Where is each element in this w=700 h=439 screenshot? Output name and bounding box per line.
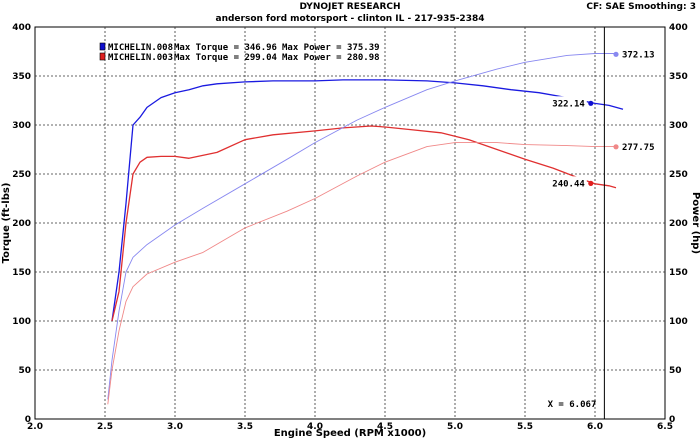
legend-power-003: Max Power = 280.98 — [282, 53, 380, 63]
annotation-backdrop — [621, 47, 659, 59]
x-tick-label: 4.5 — [377, 422, 393, 432]
series-lines — [107, 53, 624, 405]
x-tick-label: 5.5 — [517, 422, 533, 432]
x-axis-ticks: 2.0 2.5 3.0 3.5 4.0 4.5 5.0 5.5 6.0 6.5 — [27, 422, 673, 432]
right-tick-label: 400 — [669, 23, 688, 33]
right-tick-label: 100 — [669, 317, 688, 327]
chart-title: DYNOJET RESEARCH — [299, 2, 400, 12]
legend-torque-003: Max Torque = 299.04 — [174, 53, 278, 63]
legend: MICHELIN.008 Max Torque = 346.96 Max Pow… — [99, 42, 380, 63]
annotation-backdrop — [548, 96, 587, 108]
annotation-marker — [613, 51, 619, 57]
legend-swatch-008 — [99, 42, 106, 51]
series-line-michelin-008-power — [107, 53, 616, 400]
left-tick-label: 350 — [12, 72, 31, 82]
series-line-michelin-008-torque — [111, 79, 624, 322]
x-tick-label: 2.5 — [97, 422, 113, 432]
x-tick-label: 5.0 — [447, 422, 463, 432]
legend-power-008: Max Power = 375.39 — [282, 43, 380, 53]
correction-settings: CF: SAE Smoothing: 3 — [586, 2, 696, 12]
left-tick-label: 0 — [25, 415, 31, 425]
x-tick-label: 6.5 — [657, 422, 673, 432]
series-line-michelin-003-torque — [111, 125, 617, 322]
grid-lines — [35, 27, 665, 419]
left-tick-label: 400 — [12, 23, 31, 33]
x-tick-label: 3.0 — [167, 422, 183, 432]
right-tick-label: 50 — [669, 366, 682, 376]
legend-name-003: MICHELIN.003 — [108, 53, 173, 63]
right-tick-label: 250 — [669, 170, 688, 180]
right-axis-label: Power (hp) — [690, 192, 700, 254]
right-axis-ticks: 0 50 100 150 200 250 300 350 400 — [669, 23, 688, 425]
annotation-marker — [613, 144, 619, 150]
x-tick-label: 4.0 — [307, 422, 323, 432]
right-tick-label: 150 — [669, 268, 688, 278]
annotation-backdrop — [548, 176, 587, 188]
legend-swatch-003 — [99, 52, 106, 61]
annotation-marker — [588, 180, 594, 186]
legend-torque-008: Max Torque = 346.96 — [174, 43, 277, 53]
annotation-label: 277.75 — [622, 143, 655, 153]
plot-area — [34, 26, 666, 420]
right-tick-label: 0 — [669, 415, 675, 425]
x-tick-label: 6.0 — [587, 422, 603, 432]
annotation-marker — [588, 100, 594, 106]
x-tick-label: 2.0 — [27, 422, 43, 432]
annotation-label: 322.14 — [552, 99, 585, 109]
left-axis-ticks: 0 50 100 150 200 250 300 350 400 — [12, 23, 31, 425]
right-tick-label: 350 — [669, 72, 688, 82]
left-tick-label: 300 — [12, 121, 31, 131]
series-line-michelin-003-power — [107, 142, 616, 405]
value-annotations: 372.13 322.14 277.75 240.44 — [548, 47, 659, 189]
right-tick-label: 200 — [669, 219, 688, 229]
annotation-label: 372.13 — [622, 50, 655, 60]
annotation-label: 240.44 — [552, 179, 585, 189]
cursor-label: X = 6.067 — [548, 400, 597, 410]
left-tick-label: 100 — [12, 317, 31, 327]
legend-name-008: MICHELIN.008 — [108, 43, 173, 53]
left-tick-label: 250 — [12, 170, 31, 180]
annotation-backdrop — [621, 139, 659, 151]
left-tick-label: 150 — [12, 268, 31, 278]
right-tick-label: 300 — [669, 121, 688, 131]
x-tick-label: 3.5 — [237, 422, 253, 432]
left-tick-label: 50 — [18, 366, 31, 376]
left-tick-label: 200 — [12, 219, 31, 229]
x-axis-label: Engine Speed (RPM x1000) — [274, 428, 426, 439]
left-axis-label: Torque (ft-lbs) — [1, 183, 12, 264]
chart-subtitle: anderson ford motorsport - clinton IL - … — [216, 14, 485, 24]
